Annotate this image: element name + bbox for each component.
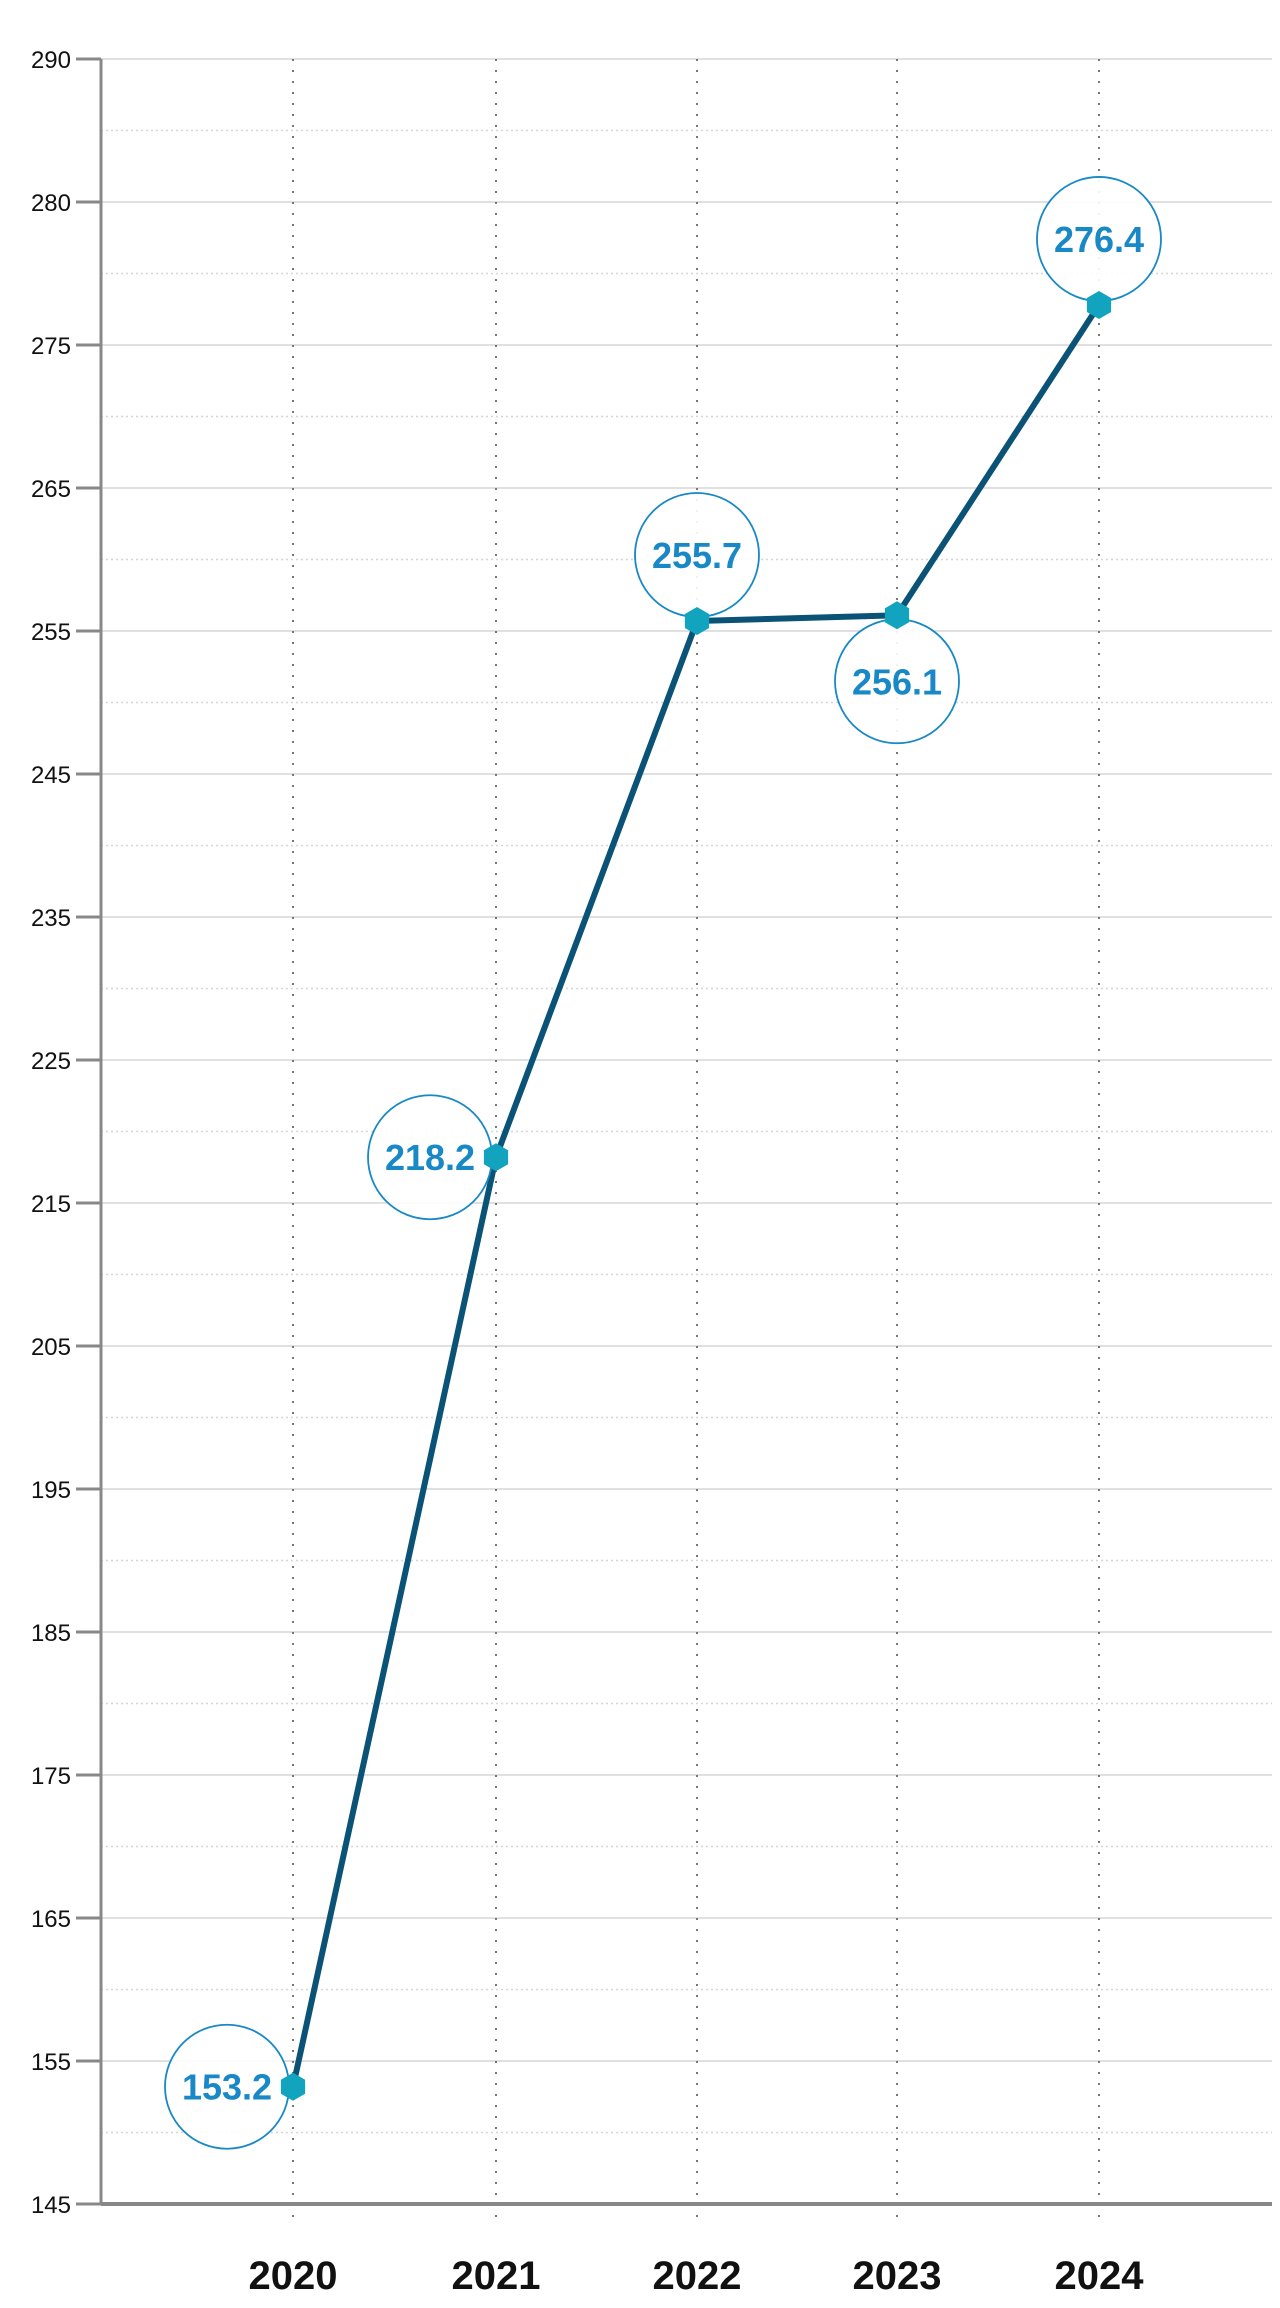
y-tick-label: 280: [31, 190, 71, 217]
data-point-marker: [1086, 291, 1112, 319]
x-tick-label: 2021: [452, 2254, 541, 2298]
y-tick-label: 225: [31, 1048, 71, 1075]
y-tick-label: 275: [31, 333, 71, 360]
x-tick-label: 2023: [853, 2254, 942, 2298]
data-label: 256.1: [852, 661, 942, 702]
x-tick-label: 2020: [249, 2254, 338, 2298]
y-tick-label: 255: [31, 619, 71, 646]
y-tick-label: 175: [31, 1763, 71, 1790]
y-tick-label: 290: [31, 47, 71, 74]
y-tick-label: 195: [31, 1477, 71, 1504]
data-label: 218.2: [385, 1137, 475, 1178]
data-point-marker: [684, 607, 710, 635]
data-label: 255.7: [652, 535, 742, 576]
y-tick-label: 185: [31, 1620, 71, 1647]
data-label: 153.2: [182, 2067, 272, 2108]
data-point-marker: [280, 2072, 306, 2101]
y-tick-label: 265: [31, 476, 71, 503]
y-tick-label: 145: [31, 2192, 71, 2219]
y-tick-label: 165: [31, 1906, 71, 1933]
data-label: 276.4: [1054, 219, 1144, 260]
y-tick-label: 215: [31, 1191, 71, 1218]
y-tick-label: 245: [31, 762, 71, 789]
y-tick-label: 205: [31, 1334, 71, 1361]
data-point-marker: [884, 601, 910, 630]
x-tick-label: 2022: [653, 2254, 742, 2298]
y-tick-label: 235: [31, 905, 71, 932]
x-tick-label: 2024: [1055, 2254, 1145, 2298]
y-tick-label: 155: [31, 2049, 71, 2076]
data-point-marker: [483, 1143, 509, 1172]
